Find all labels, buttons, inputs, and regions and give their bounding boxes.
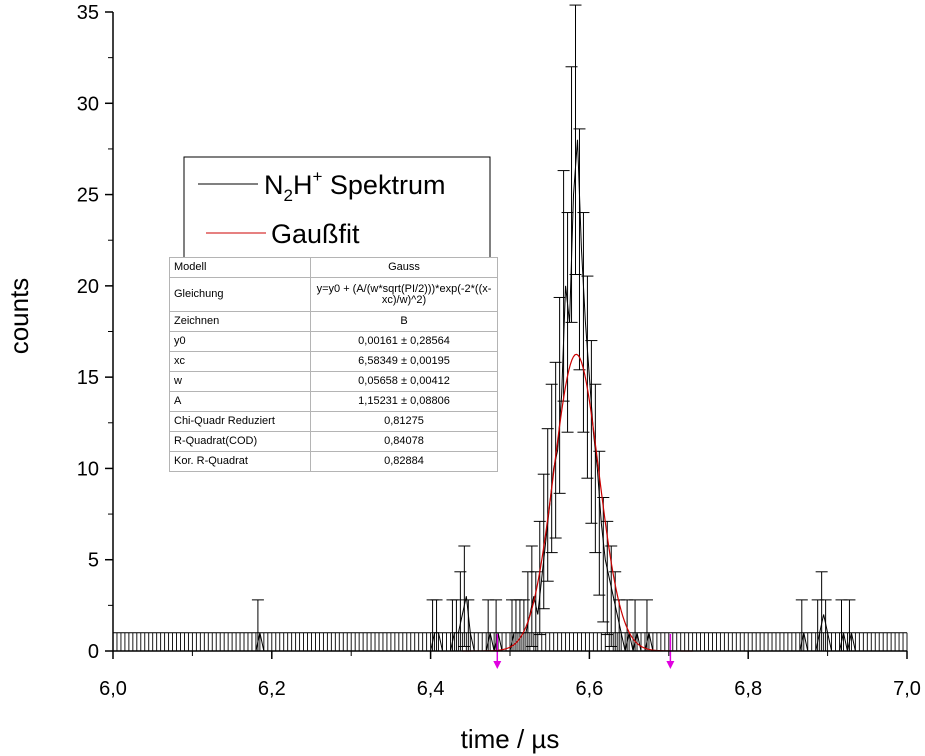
y-tick-label: 20 [77,276,99,298]
x-tick-label: 7,0 [893,678,921,700]
fit-table-key: Chi-Quadr Reduziert [169,411,311,432]
fit-table-value: 0,82884 [310,451,498,472]
legend-label-spectrum-sub: 2 [284,186,293,205]
fit-table-row: Chi-Quadr Reduziert 0,81275 [169,411,498,432]
fit-table-key: w [169,371,311,392]
legend-label-fit: Gaußfit [271,219,360,249]
fit-range-marker-arrow [666,661,675,669]
fit-table-value: Gauss [310,257,498,278]
fit-table-value: B [310,311,498,332]
x-tick-label: 6,6 [575,678,603,700]
legend-label-spectrum-n: N [264,170,284,200]
fit-table-key: y0 [169,331,311,352]
fit-table-key: Zeichnen [169,311,311,332]
fit-results-body: Modell Gauss Gleichung y=y0 + (A/(w*sqrt(PI… [169,257,498,472]
y-tick-label: 35 [77,2,99,24]
fit-table-key: xc [169,351,311,372]
y-tick-label: 30 [77,93,99,115]
x-tick-label: 6,2 [258,678,286,700]
fit-table-key: Modell [169,257,311,278]
error-bars [251,4,856,652]
fit-table-value: 0,81275 [310,411,498,432]
fit-table-row: Modell Gauss [169,257,498,278]
fit-table-value: 0,00161 ± 0,28564 [310,331,498,352]
legend-label-spectrum: N2H+ Spektrum [264,167,445,205]
y-tick-label: 25 [77,185,99,207]
fit-table-value: y=y0 + (A/(w*sqrt(PI/2)))*exp(-2*((x-xc)… [310,277,498,312]
fit-table-row: A 1,15231 ± 0,08806 [169,391,498,412]
legend-box [183,156,491,260]
y-tick-label: 5 [88,550,99,572]
fit-table-key: A [169,391,311,412]
fit-table-row: y0 0,00161 ± 0,28564 [169,331,498,352]
y-tick-label: 0 [88,641,99,663]
fit-results-table: Modell Gauss Gleichung y=y0 + (A/(w*sqrt(PI… [169,257,498,472]
fit-table-row: Gleichung y=y0 + (A/(w*sqrt(PI/2)))*exp(-… [169,277,498,312]
fit-range-marker-arrow [493,661,502,669]
fit-table-row: w 0,05658 ± 0,00412 [169,371,498,392]
y-tick-label: 15 [77,367,99,389]
fit-table-value: 0,84078 [310,431,498,452]
legend-label-spectrum-tail: Spektrum [322,170,445,200]
fit-table-key: R-Quadrat(COD) [169,431,311,452]
y-axis-ticks: 0 5 10 15 20 25 30 35 [77,2,113,663]
baseline-error-band [112,632,908,651]
y-axis-title: counts [4,278,34,355]
fit-table-value: 6,58349 ± 0,00195 [310,351,498,372]
fit-table-row: Kor. R-Quadrat 0,82884 [169,451,498,472]
fit-table-row: R-Quadrat(COD) 0,84078 [169,431,498,452]
y-tick-label: 10 [77,458,99,480]
fit-table-value: 1,15231 ± 0,08806 [310,391,498,412]
x-tick-label: 6,8 [734,678,762,700]
gauss-fit-line [462,353,693,652]
x-tick-label: 6,0 [99,678,127,700]
x-axis-title: time / µs [461,724,560,754]
x-axis-ticks: 6,0 6,2 6,4 6,6 6,8 7,0 [99,651,921,700]
x-tick-label: 6,4 [417,678,445,700]
fit-table-key: Gleichung [169,277,311,312]
fit-table-key: Kor. R-Quadrat [169,451,311,472]
legend-label-spectrum-h: H [293,170,313,200]
legend: N2H+ Spektrum Gaußfit [183,156,491,260]
fit-table-row: xc 6,58349 ± 0,00195 [169,351,498,372]
fit-table-row: Zeichnen B [169,311,498,332]
legend-label-spectrum-sup: + [312,167,322,186]
fit-table-value: 0,05658 ± 0,00412 [310,371,498,392]
